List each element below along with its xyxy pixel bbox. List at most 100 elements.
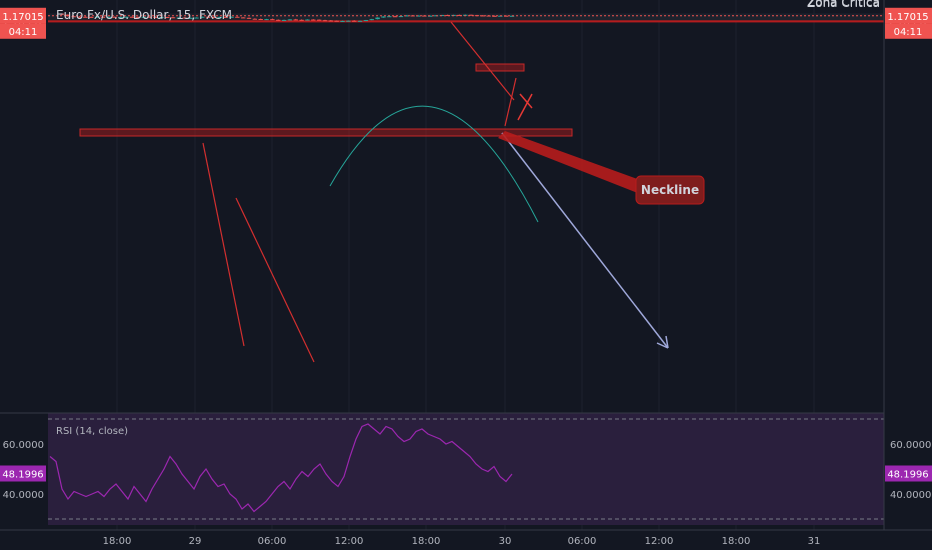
trend-line-1[interactable] (202, 142, 245, 347)
candle-body (246, 17, 252, 19)
candle[interactable] (468, 14, 474, 16)
candle[interactable] (480, 15, 485, 17)
candle[interactable] (503, 15, 509, 17)
candle[interactable] (200, 16, 205, 18)
candle-body (252, 18, 258, 20)
trend-line-3[interactable] (450, 21, 515, 101)
candle[interactable] (427, 15, 433, 17)
candle[interactable] (246, 17, 252, 19)
candle-body (217, 16, 222, 18)
candle-body (229, 16, 234, 18)
candle[interactable] (147, 16, 152, 18)
candle[interactable] (293, 18, 298, 21)
candle[interactable] (316, 19, 322, 21)
candle[interactable] (299, 19, 304, 21)
candle-body (352, 20, 357, 22)
candle[interactable] (235, 16, 240, 18)
candle-body (270, 19, 275, 21)
candle[interactable] (112, 16, 117, 18)
projection-arrow[interactable] (501, 132, 669, 349)
candle[interactable] (59, 13, 65, 16)
candle[interactable] (159, 16, 164, 19)
candle[interactable] (229, 16, 234, 18)
candle[interactable] (340, 20, 345, 22)
candle[interactable] (153, 16, 158, 18)
candle[interactable] (369, 18, 374, 21)
candle[interactable] (334, 20, 339, 22)
candle[interactable] (445, 14, 450, 17)
candle[interactable] (94, 16, 100, 18)
candle[interactable] (492, 15, 497, 17)
candle[interactable] (141, 16, 147, 18)
candle[interactable] (305, 19, 310, 21)
candle[interactable] (170, 17, 176, 19)
countdown-tag (885, 23, 932, 39)
candle[interactable] (270, 18, 275, 21)
rsi-line[interactable] (49, 423, 513, 513)
candle[interactable] (281, 19, 287, 21)
candle[interactable] (106, 16, 111, 18)
candle[interactable] (240, 17, 246, 19)
candle-body (322, 20, 328, 22)
candle[interactable] (311, 19, 316, 21)
drawings: Neckline (79, 21, 705, 363)
candle[interactable] (188, 17, 193, 19)
resistance-zone[interactable] (475, 63, 525, 72)
candle[interactable] (223, 16, 228, 18)
trend-line-2[interactable] (235, 197, 315, 363)
candle-body (445, 15, 450, 17)
neckline-callout[interactable] (635, 175, 705, 205)
trend-line-4[interactable] (504, 77, 517, 127)
candle[interactable] (392, 15, 398, 18)
time-tick: 18:00 (103, 536, 132, 547)
candle[interactable] (100, 16, 106, 18)
candle[interactable] (83, 16, 88, 18)
candle[interactable] (217, 16, 222, 18)
candle[interactable] (176, 17, 182, 19)
countdown-tag-left (0, 23, 46, 39)
candle[interactable] (346, 20, 351, 22)
candle[interactable] (363, 19, 369, 22)
candle-body (164, 17, 170, 19)
candle[interactable] (211, 16, 217, 19)
candle-body (188, 17, 193, 19)
candle-body (276, 19, 281, 21)
arc-curve[interactable] (329, 105, 539, 223)
candle[interactable] (77, 16, 82, 18)
critical-zone-label: Zona Critica (807, 0, 880, 9)
candle[interactable] (375, 17, 380, 20)
candle[interactable] (287, 19, 293, 21)
candle[interactable] (252, 18, 258, 20)
candle[interactable] (322, 19, 328, 22)
candle[interactable] (135, 16, 141, 18)
candle[interactable] (205, 16, 211, 18)
candle[interactable] (258, 18, 263, 21)
candle[interactable] (276, 19, 281, 21)
candle[interactable] (264, 18, 269, 21)
candle[interactable] (164, 16, 170, 19)
neckline-zone[interactable] (79, 128, 573, 137)
candle[interactable] (194, 17, 199, 19)
candle[interactable] (129, 16, 135, 18)
candle[interactable] (357, 20, 363, 22)
candle[interactable] (352, 20, 357, 22)
candle[interactable] (182, 17, 187, 19)
last-price-tag-right-text: 1.17015 (887, 12, 928, 23)
candle[interactable] (416, 15, 421, 17)
candle[interactable] (381, 16, 386, 18)
candle[interactable] (89, 16, 94, 18)
candle-body (299, 19, 304, 21)
candle[interactable] (457, 14, 462, 16)
candle[interactable] (328, 20, 334, 22)
time-tick: 18:00 (412, 536, 441, 547)
candle-body (147, 16, 152, 18)
candle[interactable] (404, 15, 410, 17)
candle[interactable] (118, 16, 123, 18)
rsi-value-tag-left (0, 465, 46, 482)
candle[interactable] (124, 16, 129, 18)
candle-body (357, 20, 363, 22)
candle-body (124, 16, 129, 18)
candle-body (135, 16, 141, 18)
candle[interactable] (65, 14, 71, 17)
